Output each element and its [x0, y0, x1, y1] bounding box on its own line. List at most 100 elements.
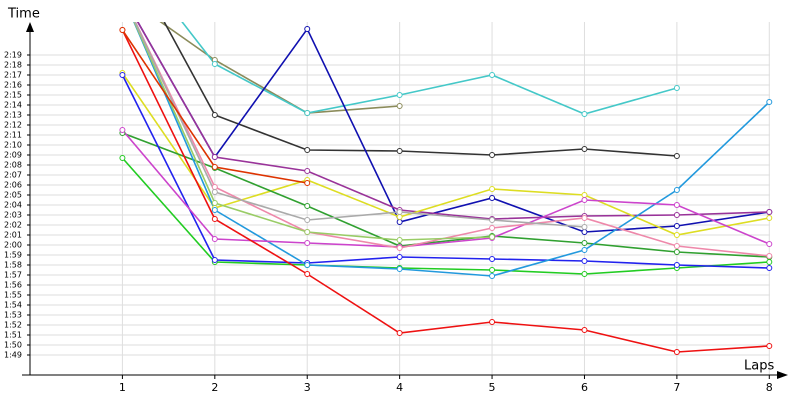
y-tick-label: 2:06 [4, 181, 22, 190]
point [673, 202, 680, 208]
point [396, 245, 403, 251]
x-tick-label: 4 [396, 381, 403, 394]
point [581, 215, 588, 221]
point [396, 103, 403, 109]
point [489, 72, 496, 78]
y-tick-label: 2:08 [4, 161, 22, 170]
y-tick-label: 1:58 [4, 261, 22, 270]
y-tick-label: 2:10 [4, 141, 22, 150]
point [673, 249, 680, 255]
point [211, 61, 218, 67]
point [673, 262, 680, 268]
x-tick-label: 8 [766, 381, 773, 394]
x-tick-label: 2 [211, 381, 218, 394]
series-line [159, 22, 400, 114]
series-line [136, 22, 770, 220]
point [489, 186, 496, 192]
point [396, 148, 403, 154]
point [581, 192, 588, 198]
series-line [134, 22, 585, 228]
y-tick-label: 2:15 [4, 91, 22, 100]
point [119, 127, 126, 133]
point [396, 237, 403, 243]
point [489, 217, 496, 223]
x-axis-label: Laps [744, 359, 774, 374]
point [304, 203, 311, 209]
point [396, 92, 403, 98]
point [581, 327, 588, 333]
y-tick-label: 2:03 [4, 211, 22, 220]
point [119, 27, 126, 33]
y-tick-label: 2:11 [4, 131, 22, 140]
y-tick-label: 2:14 [4, 101, 22, 110]
point [304, 229, 311, 235]
y-tick-label: 1:52 [4, 321, 22, 330]
point [673, 349, 680, 355]
y-tick-label: 1:57 [4, 271, 22, 280]
point [489, 195, 496, 201]
point [396, 330, 403, 336]
point [673, 187, 680, 193]
point [673, 85, 680, 91]
point [581, 111, 588, 117]
point [211, 154, 218, 160]
point [766, 99, 773, 105]
plot-area [119, 22, 773, 355]
y-tick-label: 1:50 [4, 341, 22, 350]
point [396, 214, 403, 220]
point [211, 216, 218, 222]
point [489, 256, 496, 262]
point [304, 271, 311, 277]
point [673, 153, 680, 159]
point [766, 343, 773, 349]
y-tick-label: 2:01 [4, 231, 22, 240]
point [304, 26, 311, 32]
y-tick-label: 2:16 [4, 81, 22, 90]
point [489, 225, 496, 231]
point [581, 247, 588, 253]
point [211, 112, 218, 118]
point [766, 241, 773, 247]
point [581, 224, 588, 230]
point [211, 184, 218, 190]
point [119, 155, 126, 161]
series-line [133, 22, 770, 277]
point [304, 147, 311, 153]
point [489, 267, 496, 273]
point [766, 209, 773, 215]
y-tick-label: 2:19 [4, 51, 22, 60]
point [211, 189, 218, 195]
y-tick-label: 2:09 [4, 151, 22, 160]
grid [27, 22, 770, 379]
point [304, 110, 311, 116]
y-tick-label: 2:04 [4, 201, 22, 210]
x-tick-label: 5 [489, 381, 496, 394]
point [304, 168, 311, 174]
x-tick-label: 7 [673, 381, 680, 394]
point [581, 271, 588, 277]
point [673, 243, 680, 249]
point [581, 197, 588, 203]
point [396, 209, 403, 215]
y-tick-label: 2:02 [4, 221, 22, 230]
y-tick-label: 1:54 [4, 301, 22, 310]
y-axis-label: Time [7, 7, 40, 22]
x-tick-label: 1 [119, 381, 126, 394]
y-tick-label: 1:59 [4, 251, 22, 260]
point [304, 217, 311, 223]
y-tick-label: 1:51 [4, 331, 22, 340]
point [766, 253, 773, 259]
y-tick-label: 2:00 [4, 241, 22, 250]
series-line [122, 132, 770, 258]
series-line [121, 157, 770, 275]
point [581, 146, 588, 152]
series-line [121, 74, 770, 269]
y-tick-label: 2:12 [4, 121, 22, 130]
point [489, 234, 496, 240]
series-line [136, 22, 770, 233]
series-line [134, 22, 770, 257]
series-line [121, 29, 770, 353]
point [673, 232, 680, 238]
point [766, 265, 773, 271]
